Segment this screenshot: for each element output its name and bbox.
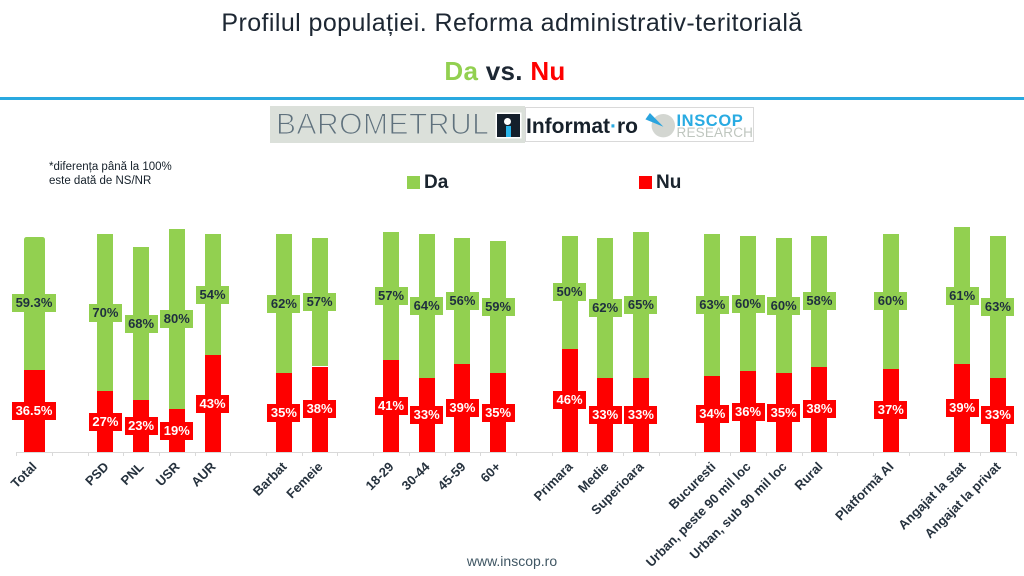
svg-text:RESEARCH: RESEARCH: [677, 125, 754, 140]
svg-text:INSCOP: INSCOP: [677, 112, 744, 130]
